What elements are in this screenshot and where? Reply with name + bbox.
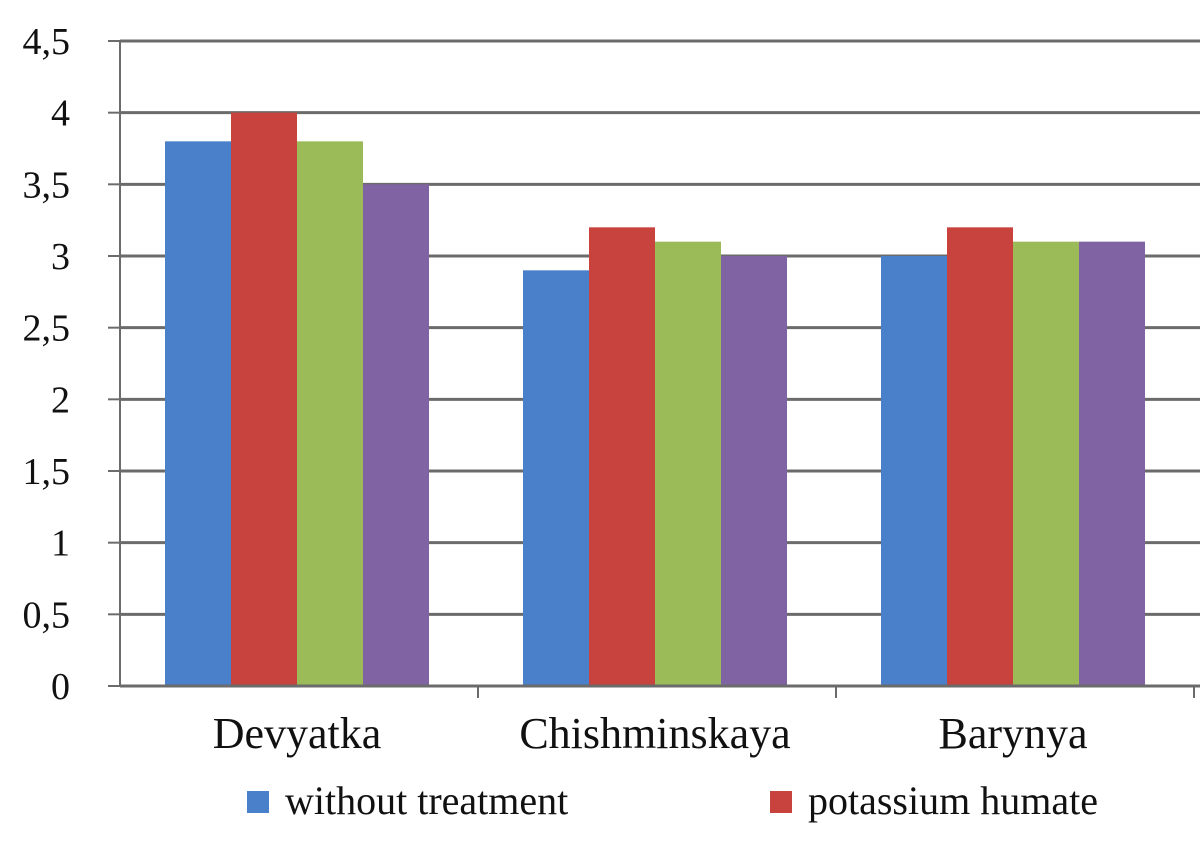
- bar-devyatka-series-2: [231, 112, 297, 686]
- bar-devyatka-series-3: [297, 141, 363, 687]
- y-tick-label: 3,5: [23, 164, 71, 206]
- x-category-label: Barynya: [938, 709, 1087, 758]
- x-axis-category-labels: Devyatka Chishminskaya Barynya: [213, 709, 1088, 758]
- bar-devyatka-series-4: [363, 184, 429, 687]
- x-category-label: Devyatka: [213, 709, 382, 758]
- bar-barynya-series-1: [881, 256, 947, 686]
- x-category-label: Chishminskaya: [519, 709, 790, 758]
- bar-chishminskaya-series-4: [721, 256, 787, 686]
- axes: [108, 40, 1200, 698]
- y-tick-label: 2,5: [23, 308, 71, 350]
- y-tick-label: 4: [51, 93, 70, 135]
- bar-chishminskaya-series-3: [655, 241, 721, 686]
- bar-barynya-series-3: [1013, 241, 1079, 686]
- y-tick-label: 3: [51, 236, 70, 278]
- y-tick-label: 1: [51, 523, 70, 565]
- legend-label: potassium humate: [808, 778, 1098, 823]
- y-tick-label: 0: [51, 666, 70, 708]
- y-axis-tick-labels: 0 0,5 1 1,5 2 2,5 3 3,5 4 4,5: [23, 21, 71, 708]
- y-tick-label: 0,5: [23, 594, 71, 636]
- bar-chishminskaya-series-1: [523, 270, 589, 686]
- legend: without treatment potassium humate: [247, 778, 1098, 823]
- legend-label: without treatment: [285, 778, 568, 823]
- bars: [165, 112, 1145, 687]
- y-tick-label: 4,5: [23, 21, 71, 63]
- legend-swatch: [247, 791, 269, 813]
- legend-swatch: [770, 791, 792, 813]
- y-tick-label: 1,5: [23, 451, 71, 493]
- y-tick-label: 2: [51, 379, 70, 421]
- bar-barynya-series-2: [947, 227, 1013, 687]
- bar-barynya-series-4: [1079, 241, 1145, 686]
- bar-devyatka-series-1: [165, 141, 231, 687]
- bar-chishminskaya-series-2: [589, 227, 655, 687]
